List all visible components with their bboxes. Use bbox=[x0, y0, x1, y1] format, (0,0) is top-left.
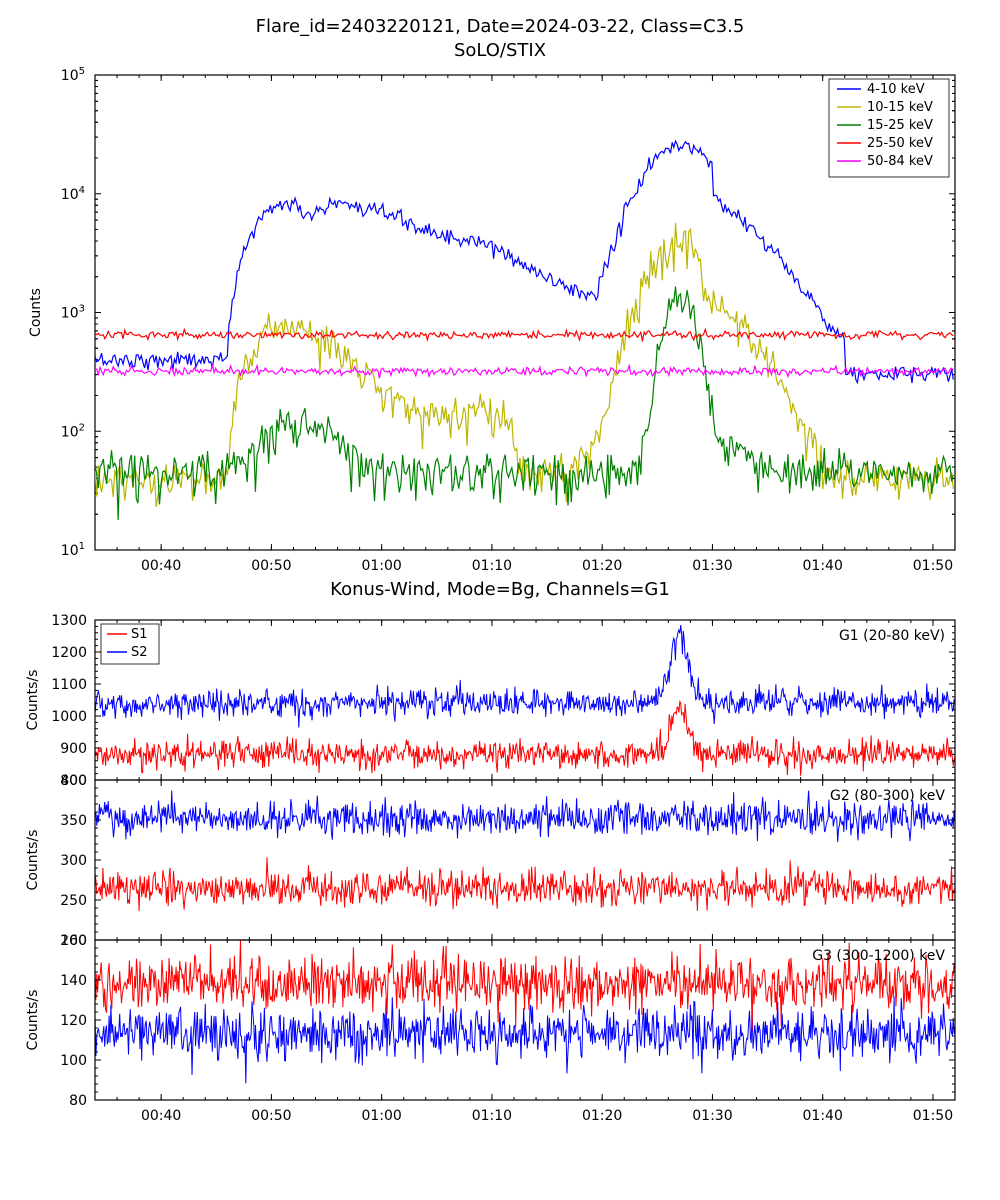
panel1-xtick: 01:50 bbox=[913, 558, 953, 574]
konus-panel-0: 8009001000110012001300Counts/sG1 (20-80 … bbox=[25, 613, 955, 789]
konus-ylabel: Counts/s bbox=[25, 830, 41, 891]
konus-legend-label: S2 bbox=[131, 645, 148, 660]
konus-ytick: 140 bbox=[60, 973, 87, 989]
konus-xtick: 00:40 bbox=[141, 1108, 181, 1124]
konus-xtick: 01:30 bbox=[692, 1108, 732, 1124]
konus-ylabel: Counts/s bbox=[25, 990, 41, 1051]
legend-label: 10-15 keV bbox=[867, 100, 933, 115]
legend-label: 15-25 keV bbox=[867, 118, 933, 133]
figure-svg: Flare_id=2403220121, Date=2024-03-22, Cl… bbox=[0, 0, 1000, 1200]
konus-ytick: 1100 bbox=[51, 677, 87, 693]
konus-panel-2: 80 100 120 140 160 Counts/s 00:40 00:50 01:00 01:… bbox=[25, 933, 955, 1124]
konus-legend: S1S2 bbox=[101, 624, 159, 664]
konus-panel-label: G2 (80-300) keV bbox=[830, 788, 945, 804]
panel1-ytick: 101 bbox=[61, 541, 85, 559]
panel1-series-0 bbox=[95, 141, 953, 383]
legend-label: 50-84 keV bbox=[867, 154, 933, 169]
konus-series bbox=[95, 625, 955, 727]
panel1: 101 102 103 104 105 00:40 00:50 01:00 01:10 01:20… bbox=[28, 66, 955, 574]
panel1-xtick: 01:20 bbox=[582, 558, 622, 574]
panel1-ytick: 102 bbox=[61, 422, 85, 440]
panel1-legend: 4-10 keV 10-15 keV 15-25 keV 25-50 keV 50-84… bbox=[829, 79, 949, 177]
konus-ylabel: Counts/s bbox=[25, 670, 41, 731]
panel1-xtick: 01:30 bbox=[692, 558, 732, 574]
konus-ytick: 1000 bbox=[51, 709, 87, 725]
konus-series bbox=[95, 791, 955, 843]
legend-label: 25-50 keV bbox=[867, 136, 933, 151]
konus-panel-1: 200250300350400Counts/sG2 (80-300) keV bbox=[25, 773, 955, 949]
panel1-xtick: 00:40 bbox=[141, 558, 181, 574]
konus-ytick: 120 bbox=[60, 1013, 87, 1029]
konus-ytick: 350 bbox=[60, 813, 87, 829]
main-title: Flare_id=2403220121, Date=2024-03-22, Cl… bbox=[256, 16, 745, 37]
konus-series bbox=[95, 857, 955, 911]
konus-xtick: 01:20 bbox=[582, 1108, 622, 1124]
panel1-title: SoLO/STIX bbox=[454, 40, 546, 61]
konus-ytick: 100 bbox=[60, 1053, 87, 1069]
konus-frame bbox=[95, 780, 955, 940]
konus-title: Konus-Wind, Mode=Bg, Channels=G1 bbox=[330, 579, 670, 600]
konus-panel-label: G1 (20-80 keV) bbox=[839, 628, 945, 644]
panel1-series-4 bbox=[95, 364, 953, 378]
konus-legend-label: S1 bbox=[131, 627, 148, 642]
panel1-ylabel: Counts bbox=[28, 288, 44, 337]
konus-xtick: 01:00 bbox=[361, 1108, 401, 1124]
panel1-xtick: 01:10 bbox=[472, 558, 512, 574]
panel1-series-3 bbox=[95, 329, 953, 341]
konus-xtick: 01:40 bbox=[803, 1108, 843, 1124]
konus-ytick: 900 bbox=[60, 741, 87, 757]
konus-ytick: 1300 bbox=[51, 613, 87, 629]
konus-xtick: 00:50 bbox=[251, 1108, 291, 1124]
panel1-xtick: 01:40 bbox=[803, 558, 843, 574]
konus-ytick: 250 bbox=[60, 893, 87, 909]
konus-ytick: 1200 bbox=[51, 645, 87, 661]
panel1-xtick: 01:00 bbox=[361, 558, 401, 574]
konus-panel-label: G3 (300-1200) keV bbox=[812, 948, 945, 964]
panel1-xtick: 00:50 bbox=[251, 558, 291, 574]
konus-ytick: 80 bbox=[69, 1093, 87, 1109]
konus-xtick: 01:10 bbox=[472, 1108, 512, 1124]
konus-xtick: 01:50 bbox=[913, 1108, 953, 1124]
panel1-ytick: 104 bbox=[61, 185, 85, 203]
panel1-ytick: 103 bbox=[61, 304, 85, 322]
panel1-ytick: 105 bbox=[61, 66, 85, 84]
konus-ytick: 300 bbox=[60, 853, 87, 869]
konus-ytick: 160 bbox=[60, 933, 87, 949]
konus-ytick: 400 bbox=[60, 773, 87, 789]
legend-label: 4-10 keV bbox=[867, 82, 925, 97]
